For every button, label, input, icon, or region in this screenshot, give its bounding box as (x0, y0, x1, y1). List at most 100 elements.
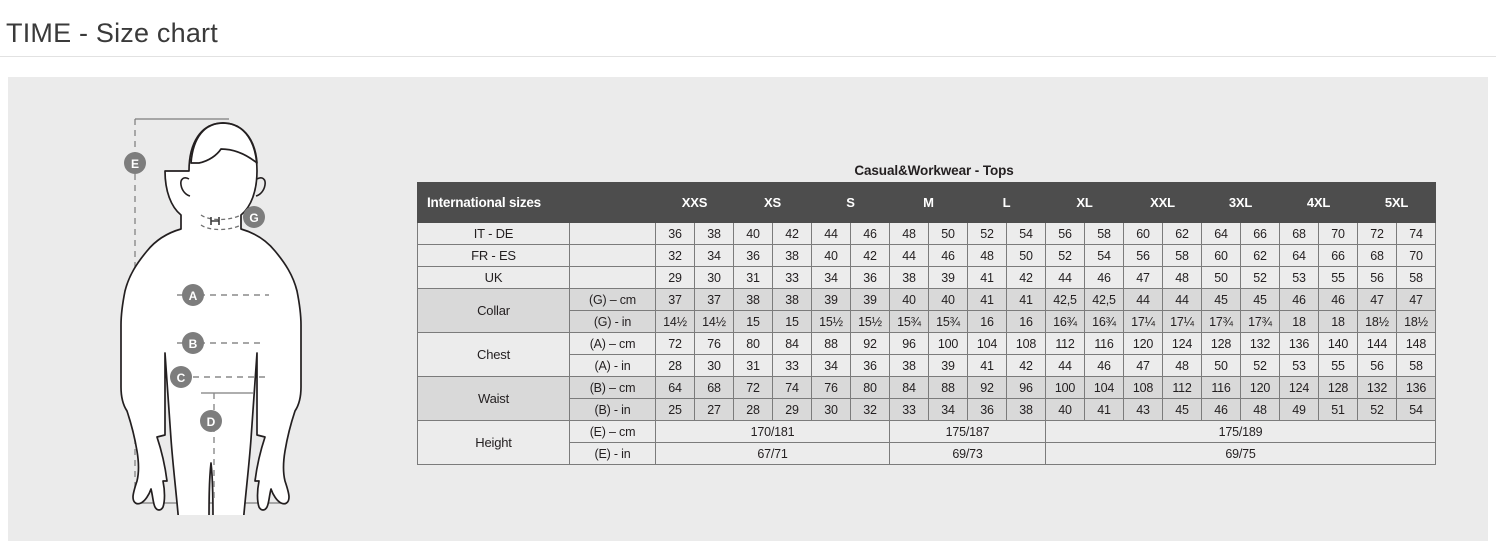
svg-text:G: G (249, 211, 258, 225)
table-row: Chest (A) – cm 72 76 80 84 88 92 96 100 104 108 112 1… (417, 332, 1436, 377)
cell-value: 15 (733, 310, 773, 333)
cell-value: 108 (1006, 332, 1046, 355)
cell-value: 44 (1045, 354, 1085, 377)
cell-value: 48 (1162, 266, 1202, 289)
cell-value: 39 (928, 266, 968, 289)
cell-value: 17¾ (1240, 310, 1280, 333)
cell-value: 40 (928, 288, 968, 311)
row-measure-label: (A) - in (569, 354, 656, 377)
cell-value: 46 (1084, 354, 1124, 377)
cell-value: 41 (967, 266, 1007, 289)
svg-text:A: A (189, 289, 198, 303)
table-row: Height (E) – cm 170/181 175/187 175/189 (417, 420, 1436, 465)
cell-value: 27 (694, 398, 734, 421)
cell-value: 44 (811, 222, 851, 245)
cell-value: 14½ (694, 310, 734, 333)
cell-value: 58 (1396, 266, 1436, 289)
cell-value: 33 (889, 398, 929, 421)
cell-value: 47 (1357, 288, 1397, 311)
cell-value: 88 (811, 332, 851, 355)
cell-value: 38 (772, 288, 812, 311)
cell-value: 38 (733, 288, 773, 311)
cell-value: 36 (967, 398, 1007, 421)
cell-value: 58 (1084, 222, 1124, 245)
cell-value: 64 (1201, 222, 1241, 245)
marker-badge-G: G (243, 206, 265, 228)
cell-value: 56 (1123, 244, 1163, 267)
cell-value: 18½ (1396, 310, 1436, 333)
figure-head (120, 122, 302, 515)
cell-value: 66 (1240, 222, 1280, 245)
table-row: Waist (B) – cm 64 68 72 74 76 80 84 88 92 96 100 104 1… (417, 376, 1436, 421)
cell-value: 46 (1318, 288, 1358, 311)
title-divider (0, 56, 1496, 57)
row-label-waist: Waist (417, 376, 570, 421)
cell-height-range: 170/181 (655, 420, 890, 443)
cell-value: 14½ (655, 310, 695, 333)
table-row: (E) - in 67/71 69/73 69/75 (418, 442, 1436, 465)
cell-value: 120 (1240, 376, 1280, 399)
cell-value: 116 (1201, 376, 1241, 399)
cell-value: 38 (889, 266, 929, 289)
cell-value: 68 (1279, 222, 1319, 245)
cell-value: 58 (1162, 244, 1202, 267)
cell-value: 55 (1318, 266, 1358, 289)
cell-value: 28 (655, 354, 695, 377)
table-row: (G) - in 14½ 14½ 15 15 15½ 15½ 15¾ 15¾ 16 16 16¾ 16¾… (418, 310, 1436, 333)
cell-value: 41 (1006, 288, 1046, 311)
cell-value: 48 (1162, 354, 1202, 377)
cell-value: 44 (1045, 266, 1085, 289)
cell-value: 36 (850, 354, 890, 377)
cell-value: 124 (1279, 376, 1319, 399)
cell-value: 40 (1045, 398, 1085, 421)
cell-value: 100 (1045, 376, 1085, 399)
cell-value: 66 (1318, 244, 1358, 267)
size-group-header-xs: XS (733, 182, 812, 223)
chart-title: Casual&Workwear - Tops (854, 163, 1014, 178)
row-label-it-de: IT - DE (417, 222, 570, 245)
cell-value: 72 (1357, 222, 1397, 245)
cell-value: 45 (1162, 398, 1202, 421)
cell-value: 30 (694, 354, 734, 377)
cell-value: 47 (1123, 266, 1163, 289)
cell-value: 18 (1318, 310, 1358, 333)
cell-value: 74 (772, 376, 812, 399)
marker-badge-A: A (182, 284, 204, 306)
cell-value: 38 (694, 222, 734, 245)
svg-text:C: C (177, 371, 186, 385)
collar-measure-line (200, 214, 242, 231)
cell-value: 84 (772, 332, 812, 355)
cell-height-range: 175/189 (1045, 420, 1436, 443)
cell-value: 52 (1240, 354, 1280, 377)
svg-text:D: D (207, 415, 216, 429)
marker-badge-E: E (124, 152, 146, 174)
cell-value: 16¾ (1084, 310, 1124, 333)
cell-value: 42,5 (1084, 288, 1124, 311)
cell-value: 28 (733, 398, 773, 421)
cell-value: 38 (889, 354, 929, 377)
cell-value: 34 (811, 354, 851, 377)
cell-value: 36 (733, 244, 773, 267)
cell-value: 144 (1357, 332, 1397, 355)
cell-value: 39 (850, 288, 890, 311)
cell-value: 53 (1279, 354, 1319, 377)
cell-value: 30 (694, 266, 734, 289)
cell-value: 96 (889, 332, 929, 355)
cell-value: 62 (1240, 244, 1280, 267)
cell-value: 37 (655, 288, 695, 311)
cell-value: 15¾ (928, 310, 968, 333)
cell-value: 18½ (1357, 310, 1397, 333)
cell-value: 42 (772, 222, 812, 245)
marker-badge-B: B (182, 332, 204, 354)
table-row: Collar (G) – cm 37 37 38 38 39 39 40 40 41 41 42,5 42… (417, 288, 1436, 333)
cell-value: 108 (1123, 376, 1163, 399)
size-group-header-xxl: XXL (1123, 182, 1202, 223)
svg-text:B: B (189, 337, 198, 351)
cell-value: 44 (1162, 288, 1202, 311)
cell-value: 16 (1006, 310, 1046, 333)
cell-value: 88 (928, 376, 968, 399)
cell-value: 70 (1396, 244, 1436, 267)
cell-value: 40 (733, 222, 773, 245)
cell-value: 56 (1357, 266, 1397, 289)
cell-value: 116 (1084, 332, 1124, 355)
